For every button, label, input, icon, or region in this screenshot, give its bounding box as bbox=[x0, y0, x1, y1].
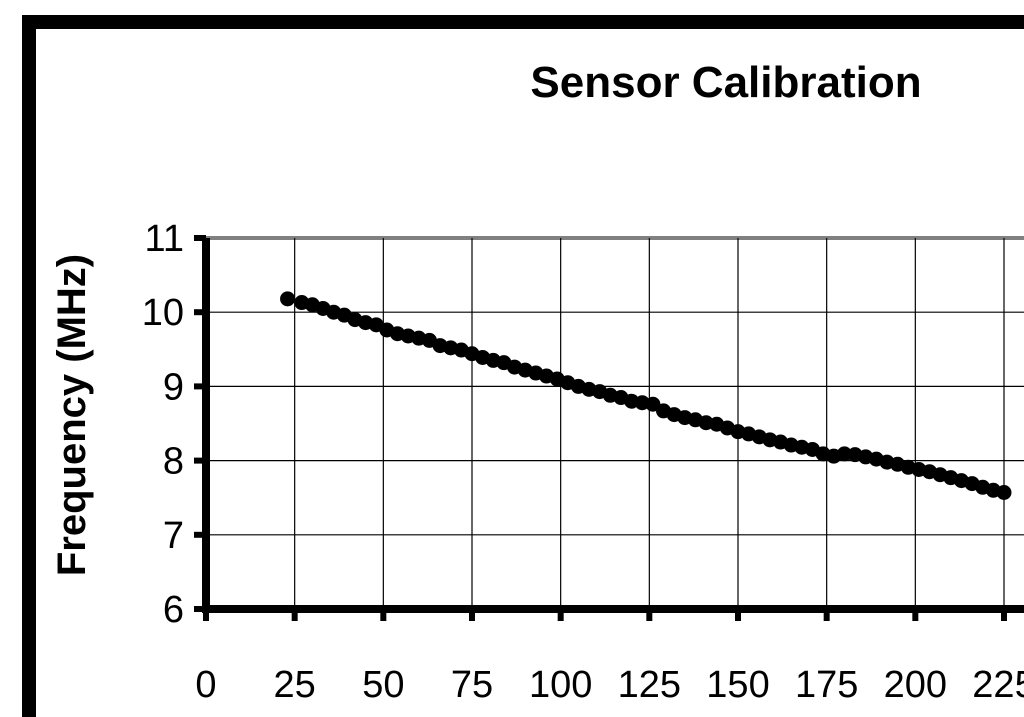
x-tick-label: 225 bbox=[972, 664, 1024, 706]
y-tick-label: 7 bbox=[163, 515, 184, 557]
x-tick-label: 200 bbox=[884, 664, 947, 706]
x-tick-labels: 0 25 50 75 100 125 150 175 200 225 bbox=[195, 664, 1024, 706]
y-tick-label: 6 bbox=[163, 589, 184, 631]
chart-title: Sensor Calibration bbox=[530, 58, 921, 107]
x-tick-label: 25 bbox=[274, 664, 316, 706]
data-point bbox=[280, 291, 296, 307]
y-tick-label: 8 bbox=[163, 441, 184, 483]
plot-axes bbox=[194, 235, 1024, 621]
x-tick-label: 150 bbox=[706, 664, 769, 706]
x-tick-label: 100 bbox=[529, 664, 592, 706]
data-point bbox=[996, 485, 1012, 501]
plot-grid bbox=[206, 236, 1024, 609]
y-tick-label: 10 bbox=[142, 292, 184, 334]
y-tick-label: 11 bbox=[145, 218, 184, 260]
x-tick-label: 0 bbox=[195, 664, 216, 706]
y-tick-labels: 6 7 8 9 10 11 bbox=[142, 218, 184, 631]
x-tick-label: 175 bbox=[795, 664, 858, 706]
x-tick-label: 125 bbox=[618, 664, 681, 706]
x-tick-label: 75 bbox=[451, 664, 493, 706]
y-axis-label: Frequency (MHz) bbox=[50, 254, 94, 576]
data-series bbox=[280, 291, 1012, 501]
data-point bbox=[836, 446, 852, 462]
y-tick-label: 9 bbox=[163, 366, 184, 408]
x-tick-label: 50 bbox=[362, 664, 404, 706]
